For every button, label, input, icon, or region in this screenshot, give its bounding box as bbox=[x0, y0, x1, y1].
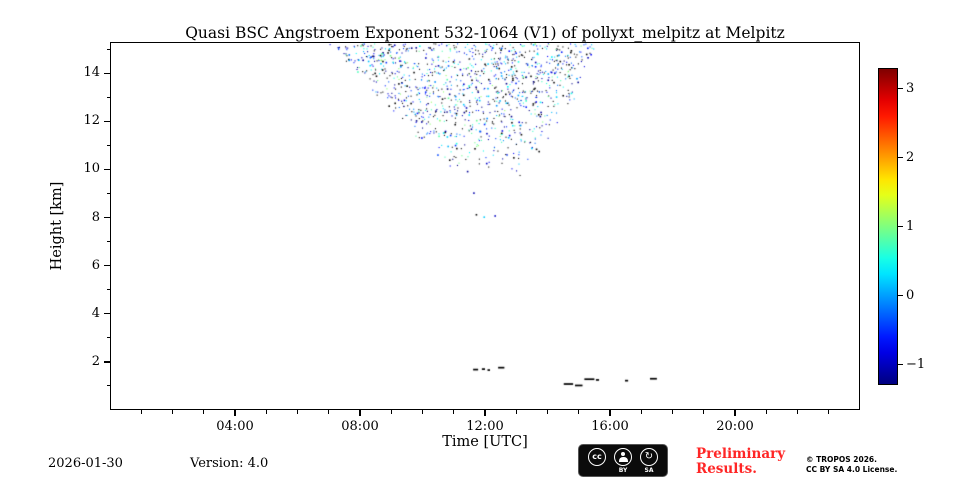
preliminary-line2: Results. bbox=[696, 461, 757, 477]
y-major-tick bbox=[104, 168, 110, 171]
sa-arrow-glyph: ↻ bbox=[644, 450, 654, 462]
colorbar-tick bbox=[898, 225, 903, 228]
y-minor-tick bbox=[106, 241, 110, 243]
x-tick-label: 12:00 bbox=[466, 419, 504, 434]
y-major-tick bbox=[104, 216, 110, 219]
cc-by-label: BY bbox=[618, 466, 628, 474]
y-tick-label: 14 bbox=[83, 65, 100, 81]
colorbar-tick-label: 0 bbox=[906, 287, 915, 303]
version-label: Version: 4.0 bbox=[190, 456, 269, 471]
x-minor-tick bbox=[547, 410, 548, 414]
y-tick-label: 8 bbox=[91, 209, 100, 225]
x-tick-label: 16:00 bbox=[591, 419, 629, 434]
x-minor-tick bbox=[422, 410, 423, 414]
x-major-tick bbox=[609, 410, 611, 416]
x-minor-tick bbox=[672, 410, 673, 414]
cc-logo-column: cc bbox=[588, 447, 606, 474]
x-major-tick bbox=[359, 410, 361, 416]
y-major-tick bbox=[104, 361, 110, 363]
measurement-date: 2026-01-30 bbox=[48, 456, 123, 471]
cc-icon-text: cc bbox=[592, 451, 602, 461]
y-minor-tick bbox=[106, 193, 110, 195]
x-major-tick bbox=[734, 410, 736, 416]
x-minor-tick bbox=[515, 410, 517, 414]
x-major-tick bbox=[484, 410, 486, 416]
copyright-note: © TROPOS 2026. CC BY SA 4.0 License. bbox=[806, 455, 897, 474]
cc-sa-label: SA bbox=[644, 466, 654, 474]
x-minor-tick bbox=[703, 410, 705, 414]
y-tick-label: 2 bbox=[91, 353, 100, 369]
cc-license-badge: cc BY ↻ SA bbox=[578, 444, 668, 477]
x-minor-tick bbox=[765, 410, 767, 414]
cc-by-person-icon bbox=[614, 447, 632, 466]
colorbar-tick-label: −1 bbox=[906, 356, 926, 372]
y-tick-label: 12 bbox=[83, 113, 100, 129]
preliminary-results-note: Preliminary Results. bbox=[696, 447, 785, 477]
x-minor-tick bbox=[640, 410, 642, 414]
y-tick-label: 4 bbox=[91, 305, 100, 321]
y-major-tick bbox=[104, 120, 110, 123]
x-tick-label: 08:00 bbox=[341, 419, 379, 434]
y-major-tick bbox=[104, 72, 110, 74]
person-body bbox=[618, 456, 628, 462]
x-tick-label: 04:00 bbox=[216, 419, 254, 434]
x-minor-tick bbox=[265, 410, 267, 414]
x-minor-tick bbox=[140, 410, 142, 414]
colorbar-tick bbox=[898, 156, 903, 159]
colorbar-tick bbox=[898, 294, 903, 296]
x-axis-label: Time [UTC] bbox=[442, 434, 528, 450]
colorbar-tick-label: 2 bbox=[906, 150, 915, 166]
cc-sa-column: ↻ SA bbox=[640, 447, 658, 474]
person-head bbox=[621, 451, 625, 456]
x-minor-tick bbox=[578, 410, 580, 414]
x-minor-tick bbox=[203, 410, 205, 414]
x-minor-tick bbox=[453, 410, 455, 414]
x-minor-tick bbox=[797, 410, 798, 414]
preliminary-line1: Preliminary bbox=[696, 446, 786, 462]
copyright-line1: © TROPOS 2026. bbox=[806, 455, 877, 464]
x-minor-tick bbox=[328, 410, 330, 414]
x-minor-tick bbox=[390, 410, 392, 414]
x-minor-tick bbox=[828, 410, 830, 414]
scatter-plot-canvas bbox=[110, 42, 860, 410]
plot-title: Quasi BSC Angstroem Exponent 532-1064 (V… bbox=[185, 24, 785, 42]
y-minor-tick bbox=[106, 385, 110, 387]
y-major-tick bbox=[104, 313, 110, 315]
colorbar-tick bbox=[898, 363, 903, 365]
y-tick-label: 10 bbox=[83, 161, 100, 177]
y-tick-label: 6 bbox=[91, 257, 100, 273]
y-minor-tick bbox=[106, 144, 110, 146]
colorbar-tick-label: 3 bbox=[906, 81, 915, 97]
x-tick-label: 20:00 bbox=[716, 419, 754, 434]
x-minor-tick bbox=[297, 410, 298, 414]
colorbar-tick bbox=[898, 88, 903, 90]
y-minor-tick bbox=[106, 96, 110, 98]
cc-sa-icon: ↻ bbox=[640, 447, 658, 466]
x-major-tick bbox=[234, 410, 236, 416]
cc-icon: cc bbox=[588, 447, 606, 466]
cc-by-column: BY bbox=[614, 447, 632, 474]
y-minor-tick bbox=[106, 48, 110, 50]
y-minor-tick bbox=[106, 289, 110, 291]
colorbar-tick-label: 1 bbox=[906, 219, 915, 234]
x-minor-tick bbox=[172, 410, 173, 414]
y-minor-tick bbox=[106, 337, 110, 339]
colorbar bbox=[878, 68, 898, 385]
y-major-tick bbox=[104, 265, 110, 267]
copyright-line2: CC BY SA 4.0 License. bbox=[806, 464, 898, 474]
